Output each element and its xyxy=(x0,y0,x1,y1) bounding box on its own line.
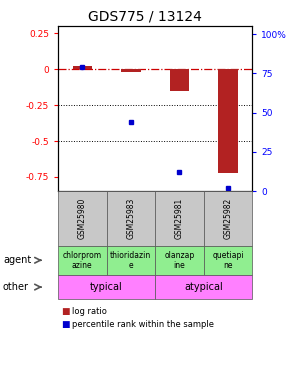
Text: other: other xyxy=(3,282,29,292)
Text: typical: typical xyxy=(90,282,123,292)
Bar xyxy=(170,69,189,91)
Text: ■: ■ xyxy=(61,307,69,316)
Text: atypical: atypical xyxy=(184,282,223,292)
Bar xyxy=(218,69,238,172)
Text: thioridazin
e: thioridazin e xyxy=(110,251,151,270)
Text: GDS775 / 13124: GDS775 / 13124 xyxy=(88,9,202,23)
Text: GSM25983: GSM25983 xyxy=(126,198,135,239)
Text: percentile rank within the sample: percentile rank within the sample xyxy=(72,320,214,329)
Text: log ratio: log ratio xyxy=(72,307,107,316)
Text: agent: agent xyxy=(3,255,31,265)
Text: GSM25982: GSM25982 xyxy=(224,198,233,239)
Text: quetiapi
ne: quetiapi ne xyxy=(212,251,244,270)
Text: olanzap
ine: olanzap ine xyxy=(164,251,195,270)
Text: ■: ■ xyxy=(61,320,69,329)
Bar xyxy=(72,66,92,69)
Text: GSM25981: GSM25981 xyxy=(175,198,184,239)
Text: GSM25980: GSM25980 xyxy=(78,198,87,239)
Text: chlorprom
azine: chlorprom azine xyxy=(63,251,102,270)
Bar xyxy=(121,69,141,72)
